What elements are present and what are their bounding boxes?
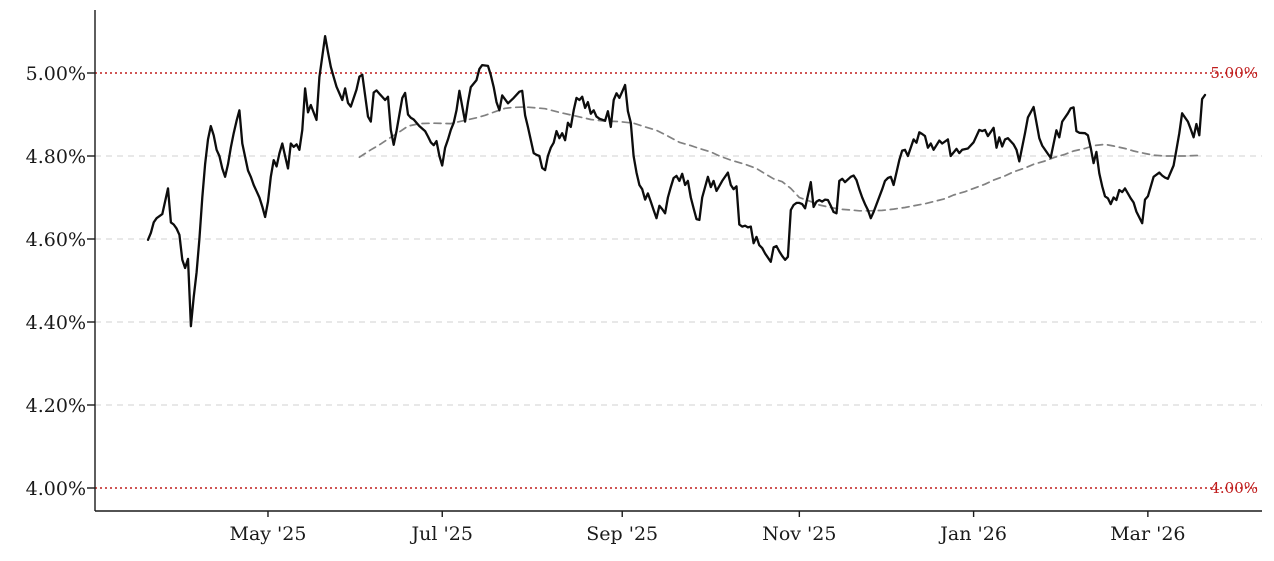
series-line-rate-daily (146, 34, 1207, 328)
reference-line-label: 5.00% (1210, 64, 1258, 82)
x-tick-label: Jul '25 (410, 523, 473, 545)
reference-line-label: 4.00% (1210, 479, 1258, 497)
x-tick-label: Jan '26 (938, 523, 1007, 545)
y-tick-label: 5.00% (26, 63, 86, 85)
x-tick-label: Sep '25 (586, 523, 658, 545)
y-tick-label: 4.00% (26, 478, 86, 500)
y-tick-label: 4.40% (26, 312, 86, 334)
y-tick-label: 4.80% (26, 146, 86, 168)
x-tick-label: Nov '25 (762, 523, 836, 545)
y-tick-label: 4.20% (26, 395, 86, 417)
y-tick-label: 4.60% (26, 229, 86, 251)
x-tick-label: May '25 (229, 523, 306, 545)
series-line-moving-average (358, 106, 1203, 212)
x-tick-label: Mar '26 (1110, 523, 1185, 545)
